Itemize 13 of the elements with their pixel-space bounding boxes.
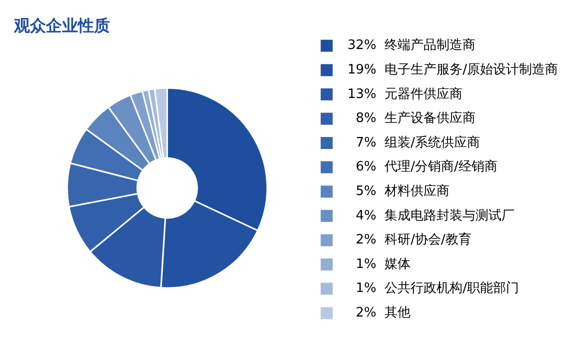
legend-label: 32% 终端产品制造商 xyxy=(339,38,476,54)
chart-title: 观众企业性质 xyxy=(14,16,110,37)
legend-label: 5% 材料供应商 xyxy=(339,182,450,199)
legend-label: 6% 代理/分销商/经销商 xyxy=(339,160,498,175)
legend-label: 8% 生产设备供应商 xyxy=(339,110,476,126)
legend-label: 2% 科研/协会/教育 xyxy=(339,232,472,248)
legend-label: 4% 集成电路封装与测试厂 xyxy=(339,208,515,224)
legend-label: 1% 公共行政机构/职能部门 xyxy=(339,280,519,296)
legend-label: 7% 组装/系统供应商 xyxy=(339,134,480,150)
legend-label: 13% 元器件供应商 xyxy=(339,86,463,102)
legend-label: 2% 其他 xyxy=(339,305,411,320)
legend-label: 19% 电子生产服务/原始设计制造商 xyxy=(339,62,558,78)
legend-label: 1% 媒体 xyxy=(339,256,411,272)
